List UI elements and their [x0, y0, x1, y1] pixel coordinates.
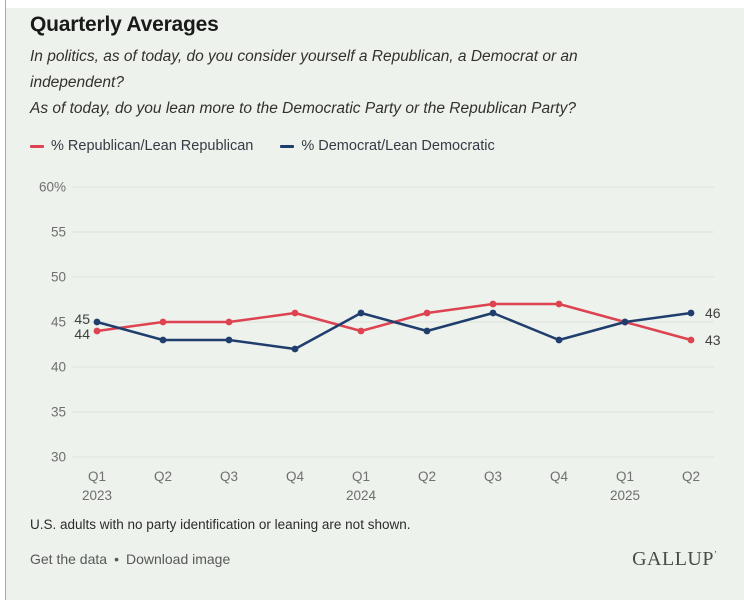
republican-line-swatch-icon: [30, 144, 44, 148]
legend-item-democrat: % Democrat/Lean Democratic: [280, 138, 495, 154]
svg-text:55: 55: [51, 225, 66, 240]
legend-item-republican: % Republican/Lean Republican: [30, 138, 253, 154]
survey-questions: In politics, as of today, do you conside…: [30, 44, 645, 122]
get-the-data-link[interactable]: Get the data: [30, 551, 108, 567]
question-secondary: As of today, do you lean more to the Dem…: [30, 100, 576, 117]
svg-text:Q3: Q3: [220, 469, 238, 484]
svg-text:Q2: Q2: [682, 469, 700, 484]
svg-text:40: 40: [51, 360, 66, 375]
window-edge-line: [5, 0, 6, 600]
chart-legend: % Republican/Lean Republican % Democrat/…: [30, 138, 495, 154]
svg-text:60%: 60%: [39, 180, 66, 195]
svg-text:Q3: Q3: [484, 469, 502, 484]
svg-text:2025: 2025: [610, 488, 640, 503]
svg-text:45: 45: [74, 311, 90, 327]
page-title: Quarterly Averages: [30, 13, 219, 36]
gallup-logo-trademark: ’: [714, 549, 717, 560]
gallup-logo: GALLUP’: [632, 548, 717, 571]
svg-text:2024: 2024: [346, 488, 377, 503]
svg-text:45: 45: [51, 315, 66, 330]
svg-text:2023: 2023: [82, 488, 112, 503]
gallup-logo-text: GALLUP: [632, 548, 714, 570]
download-image-link[interactable]: Download image: [125, 551, 231, 567]
svg-text:Q1: Q1: [352, 469, 370, 484]
svg-text:35: 35: [51, 405, 66, 420]
footer-links: Get the data • Download image: [30, 551, 230, 567]
svg-text:Q1: Q1: [88, 469, 106, 484]
svg-text:Q4: Q4: [550, 469, 569, 484]
svg-text:Q2: Q2: [154, 469, 172, 484]
svg-text:44: 44: [74, 326, 90, 342]
legend-label-republican: % Republican/Lean Republican: [51, 138, 254, 154]
link-separator: •: [114, 551, 119, 567]
svg-text:50: 50: [51, 270, 66, 285]
svg-text:43: 43: [705, 332, 721, 348]
svg-text:30: 30: [51, 450, 66, 465]
question-primary: In politics, as of today, do you conside…: [30, 48, 578, 91]
svg-text:Q4: Q4: [286, 469, 305, 484]
footnote: U.S. adults with no party identification…: [30, 517, 411, 532]
democrat-line-swatch-icon: [280, 144, 295, 148]
svg-text:Q2: Q2: [418, 469, 436, 484]
legend-label-democrat: % Democrat/Lean Democratic: [301, 138, 495, 154]
chart-card: Quarterly Averages In politics, as of to…: [6, 8, 744, 600]
line-chart: 60% 55 50 45 40 35 30 Q1 2023 Q2 Q3 Q4 Q1 2024 Q2 Q3 Q4 Q…: [39, 180, 721, 504]
svg-text:Q1: Q1: [616, 469, 634, 484]
svg-text:46: 46: [705, 305, 721, 321]
